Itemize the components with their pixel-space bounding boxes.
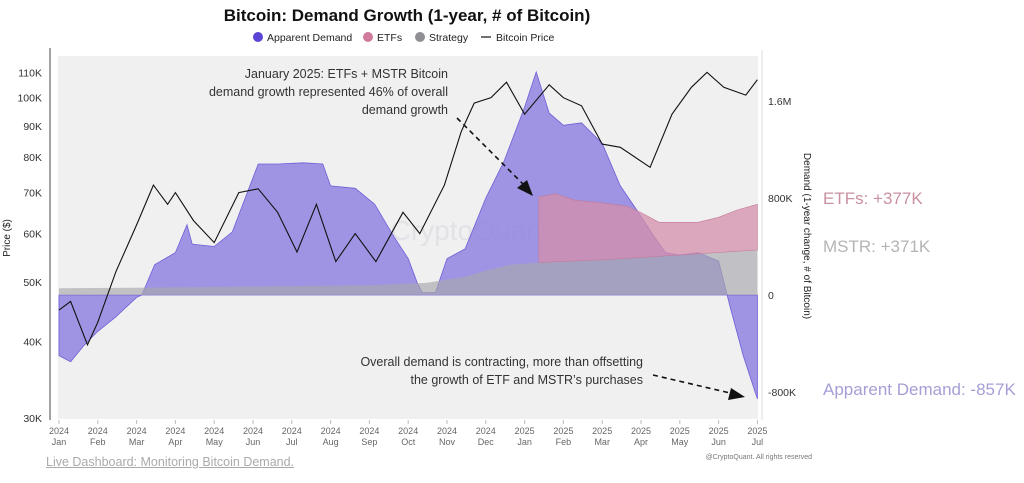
- legend: Apparent Demand ETFs Strategy Bitcoin Price: [253, 32, 555, 44]
- annotation-contracting-line: the growth of ETF and MSTR’s purchases: [410, 373, 643, 387]
- x-tick-year: 2025: [670, 426, 690, 436]
- left-tick-label: 40K: [23, 336, 42, 348]
- x-tick-month: Mar: [594, 437, 610, 447]
- x-tick-month: Jul: [752, 437, 764, 447]
- chart-title: Bitcoin: Demand Growth (1-year, # of Bit…: [224, 6, 590, 25]
- x-tick-month: Sep: [361, 437, 377, 447]
- x-tick-year: 2024: [437, 426, 457, 436]
- x-tick-year: 2025: [553, 426, 573, 436]
- x-tick-year: 2024: [49, 426, 69, 436]
- x-tick-month: Mar: [129, 437, 145, 447]
- right-axis-label: Demand (1-year change, # of Bitcoin): [801, 153, 812, 319]
- left-tick-label: 30K: [23, 413, 42, 425]
- x-tick-month: May: [206, 437, 224, 447]
- left-axis-ticks: 30K 40K 50K 60K 70K 80K 90K 100K 110K: [17, 67, 42, 425]
- annotation-arrow-1: [456, 117, 533, 196]
- x-tick-month: Apr: [168, 437, 182, 447]
- left-axis-label: Price ($): [2, 219, 13, 257]
- legend-marker-0: [253, 32, 263, 42]
- strategy-area: [59, 250, 758, 295]
- end-labels: ETFs: +377K MSTR: +371K Apparent Demand: -…: [823, 189, 1016, 399]
- x-tick-year: 2025: [515, 426, 535, 436]
- left-tick-label: 50K: [23, 277, 42, 289]
- x-tick-year: 2025: [592, 426, 612, 436]
- x-tick-month: Feb: [556, 437, 572, 447]
- right-axis-ticks: -800K 0 800K 1.6M: [768, 96, 796, 399]
- right-tick-label: -800K: [768, 387, 796, 399]
- right-tick-label: 1.6M: [768, 96, 791, 108]
- annotation-january-line: demand growth: [362, 103, 448, 117]
- x-tick-year: 2024: [398, 426, 418, 436]
- end-label: MSTR: +371K: [823, 237, 931, 256]
- left-tick-label: 110K: [18, 67, 42, 79]
- x-tick-month: Jun: [711, 437, 726, 447]
- right-tick-label: 0: [768, 290, 774, 302]
- x-tick-year: 2025: [631, 426, 651, 436]
- annotation-january-line: demand growth represented 46% of overall: [209, 85, 448, 99]
- bitcoin-price-line: [58, 71, 758, 347]
- x-tick-month: Jul: [286, 437, 298, 447]
- x-tick-month: Nov: [439, 437, 456, 447]
- x-tick-month: Feb: [90, 437, 106, 447]
- etfs-area: [538, 193, 758, 263]
- x-axis-ticks: 2024Jan2024Feb2024Mar2024Apr2024May2024J…: [49, 420, 767, 447]
- x-tick-year: 2025: [747, 426, 767, 436]
- x-tick-year: 2024: [476, 426, 496, 436]
- x-tick-month: Jan: [52, 437, 67, 447]
- x-tick-year: 2024: [359, 426, 379, 436]
- x-tick-month: Jun: [246, 437, 261, 447]
- live-dashboard-link[interactable]: Live Dashboard: Monitoring Bitcoin Deman…: [46, 455, 295, 469]
- end-label: ETFs: +377K: [823, 189, 923, 208]
- x-tick-month: Dec: [478, 437, 495, 447]
- x-tick-year: 2024: [243, 426, 263, 436]
- annotation-arrow-2: [652, 374, 745, 400]
- series-layer: [58, 70, 758, 400]
- x-tick-year: 2024: [321, 426, 341, 436]
- legend-marker-1: [363, 32, 373, 42]
- x-tick-year: 2024: [127, 426, 147, 436]
- x-tick-year: 2024: [282, 426, 302, 436]
- left-tick-label: 90K: [23, 121, 42, 133]
- x-tick-month: Oct: [401, 437, 416, 447]
- annotation-january-line: January 2025: ETFs + MSTR Bitcoin: [245, 67, 448, 81]
- x-tick-month: Jan: [517, 437, 532, 447]
- end-label: Apparent Demand: -857K: [823, 380, 1016, 399]
- legend-label: ETFs: [377, 32, 402, 44]
- legend-label: Strategy: [429, 32, 469, 44]
- annotation-contracting-line: Overall demand is contracting, more than…: [360, 355, 643, 369]
- left-tick-label: 70K: [23, 188, 42, 200]
- copyright: @CryptoQuant. All rights reserved: [706, 454, 812, 461]
- left-tick-label: 60K: [23, 229, 42, 241]
- left-tick-label: 100K: [17, 93, 42, 105]
- x-tick-month: Apr: [634, 437, 648, 447]
- legend-label: Bitcoin Price: [496, 32, 555, 44]
- x-tick-month: May: [671, 437, 689, 447]
- x-tick-month: Aug: [323, 437, 339, 447]
- annotations: January 2025: ETFs + MSTR Bitcoin demand …: [209, 67, 643, 387]
- left-tick-label: 80K: [23, 152, 42, 164]
- x-tick-year: 2024: [204, 426, 224, 436]
- right-tick-label: 800K: [768, 193, 793, 205]
- x-tick-year: 2024: [88, 426, 108, 436]
- x-tick-year: 2025: [709, 426, 729, 436]
- legend-label: Apparent Demand: [267, 32, 352, 44]
- legend-marker-2: [415, 32, 425, 42]
- x-tick-year: 2024: [165, 426, 185, 436]
